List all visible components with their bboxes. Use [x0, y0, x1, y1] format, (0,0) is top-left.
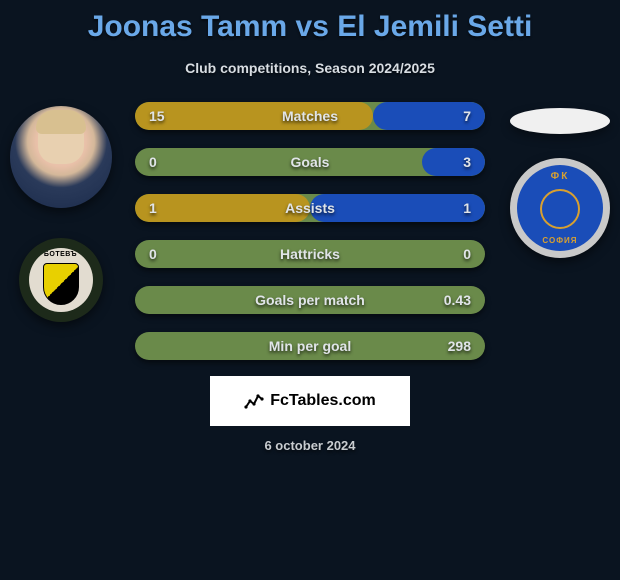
attribution-badge: FcTables.com: [210, 376, 410, 426]
stat-bar: 0 Goals 3: [135, 148, 485, 176]
bar-fill-right: [422, 148, 485, 176]
right-column: ФК СОФИЯ: [494, 102, 620, 258]
club1-logo: БОТЕВЪ: [19, 238, 103, 322]
stat-bar: Goals per match 0.43: [135, 286, 485, 314]
bar-value-right: 1: [463, 200, 471, 216]
bar-value-right: 7: [463, 108, 471, 124]
club1-shield-icon: [43, 263, 79, 305]
attribution-text: FcTables.com: [270, 392, 376, 410]
bar-value-left: 1: [149, 200, 157, 216]
page-subtitle: Club competitions, Season 2024/2025: [0, 60, 620, 76]
bar-value-left: 15: [149, 108, 165, 124]
bar-value-left: 0: [149, 246, 157, 262]
club1-logo-inner: БОТЕВЪ: [29, 248, 93, 312]
bar-value-left: 0: [149, 154, 157, 170]
club1-name: БОТЕВЪ: [44, 251, 77, 258]
chart-icon: [244, 391, 264, 411]
bar-fill-right: [310, 194, 485, 222]
page-container: Joonas Tamm vs El Jemili Setti Club comp…: [0, 0, 620, 453]
club2-logo-inner: ФК СОФИЯ: [517, 165, 603, 251]
bar-label: Assists: [285, 200, 335, 216]
comparison-content: БОТЕВЪ ФК СОФИЯ 15 Matches 7 0 Goals 3 1 Assist…: [0, 102, 620, 453]
bar-value-right: 298: [448, 338, 471, 354]
club2-emblem-icon: [540, 189, 580, 229]
bar-value-right: 0.43: [444, 292, 471, 308]
bar-label: Goals: [291, 154, 330, 170]
bar-label: Hattricks: [280, 246, 340, 262]
player2-photo-placeholder: [510, 108, 610, 134]
stat-bar: Min per goal 298: [135, 332, 485, 360]
club2-logo: ФК СОФИЯ: [510, 158, 610, 258]
stat-bar: 0 Hattricks 0: [135, 240, 485, 268]
stat-bar: 1 Assists 1: [135, 194, 485, 222]
bar-fill-left: [135, 194, 310, 222]
date-label: 6 october 2024: [0, 438, 620, 453]
player1-photo: [10, 106, 112, 208]
bar-label: Goals per match: [255, 292, 365, 308]
club2-sub: СОФИЯ: [542, 236, 577, 245]
stat-bar: 15 Matches 7: [135, 102, 485, 130]
bar-value-right: 0: [463, 246, 471, 262]
bar-label: Matches: [282, 108, 338, 124]
left-column: БОТЕВЪ: [8, 106, 113, 322]
page-title: Joonas Tamm vs El Jemili Setti: [0, 0, 620, 44]
stat-bars: 15 Matches 7 0 Goals 3 1 Assists 1 0 Hattricks 0 Goa…: [135, 102, 485, 360]
club2-name: ФК: [551, 171, 570, 182]
bar-value-right: 3: [463, 154, 471, 170]
bar-label: Min per goal: [269, 338, 351, 354]
